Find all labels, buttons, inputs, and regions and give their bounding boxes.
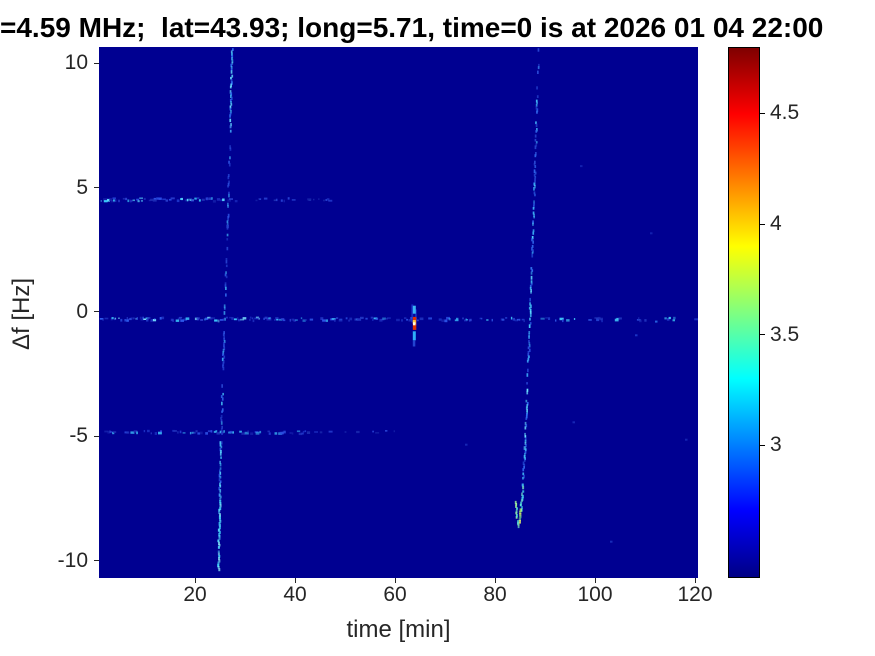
x-tick: [694, 578, 696, 583]
x-tick: [394, 578, 396, 583]
colorbar-tick: [760, 334, 765, 336]
x-tick: [494, 578, 496, 583]
x-tick-label: 100: [577, 583, 613, 606]
x-tick: [194, 578, 196, 583]
plot-canvas: [99, 48, 698, 572]
y-tick-label: -5: [69, 424, 88, 448]
x-tick-label: 60: [383, 583, 407, 606]
plot-area[interactable]: [99, 47, 698, 578]
colorbar-tick-label: 3: [770, 433, 782, 457]
x-tick-label: 120: [677, 583, 713, 606]
y-tick-label: 5: [76, 175, 88, 199]
colorbar-tick-label: 4: [770, 212, 782, 235]
colorbar: [728, 47, 760, 578]
y-tick: [94, 560, 99, 562]
colorbar-tick: [760, 223, 765, 225]
y-tick-label: -10: [57, 548, 88, 572]
colorbar-tick-label: 3.5: [770, 322, 800, 346]
x-axis-label: time [min]: [346, 616, 451, 643]
colorbar-tick: [760, 112, 765, 114]
y-tick: [94, 187, 99, 189]
x-tick-label: 80: [483, 583, 507, 606]
x-tick-label: 20: [183, 583, 207, 606]
colorbar-tick: [760, 444, 765, 446]
colorbar-tick-label: 4.5: [770, 101, 800, 125]
y-tick-label: 0: [76, 299, 88, 323]
y-tick: [94, 435, 99, 437]
x-tick: [294, 578, 296, 583]
y-tick-label: 10: [64, 51, 88, 75]
y-tick: [94, 311, 99, 313]
x-tick-label: 40: [283, 583, 307, 606]
y-tick: [94, 62, 99, 64]
x-tick: [594, 578, 596, 583]
plot-title: =4.59 MHz; lat=43.93; long=5.71, time=0 …: [0, 12, 824, 43]
